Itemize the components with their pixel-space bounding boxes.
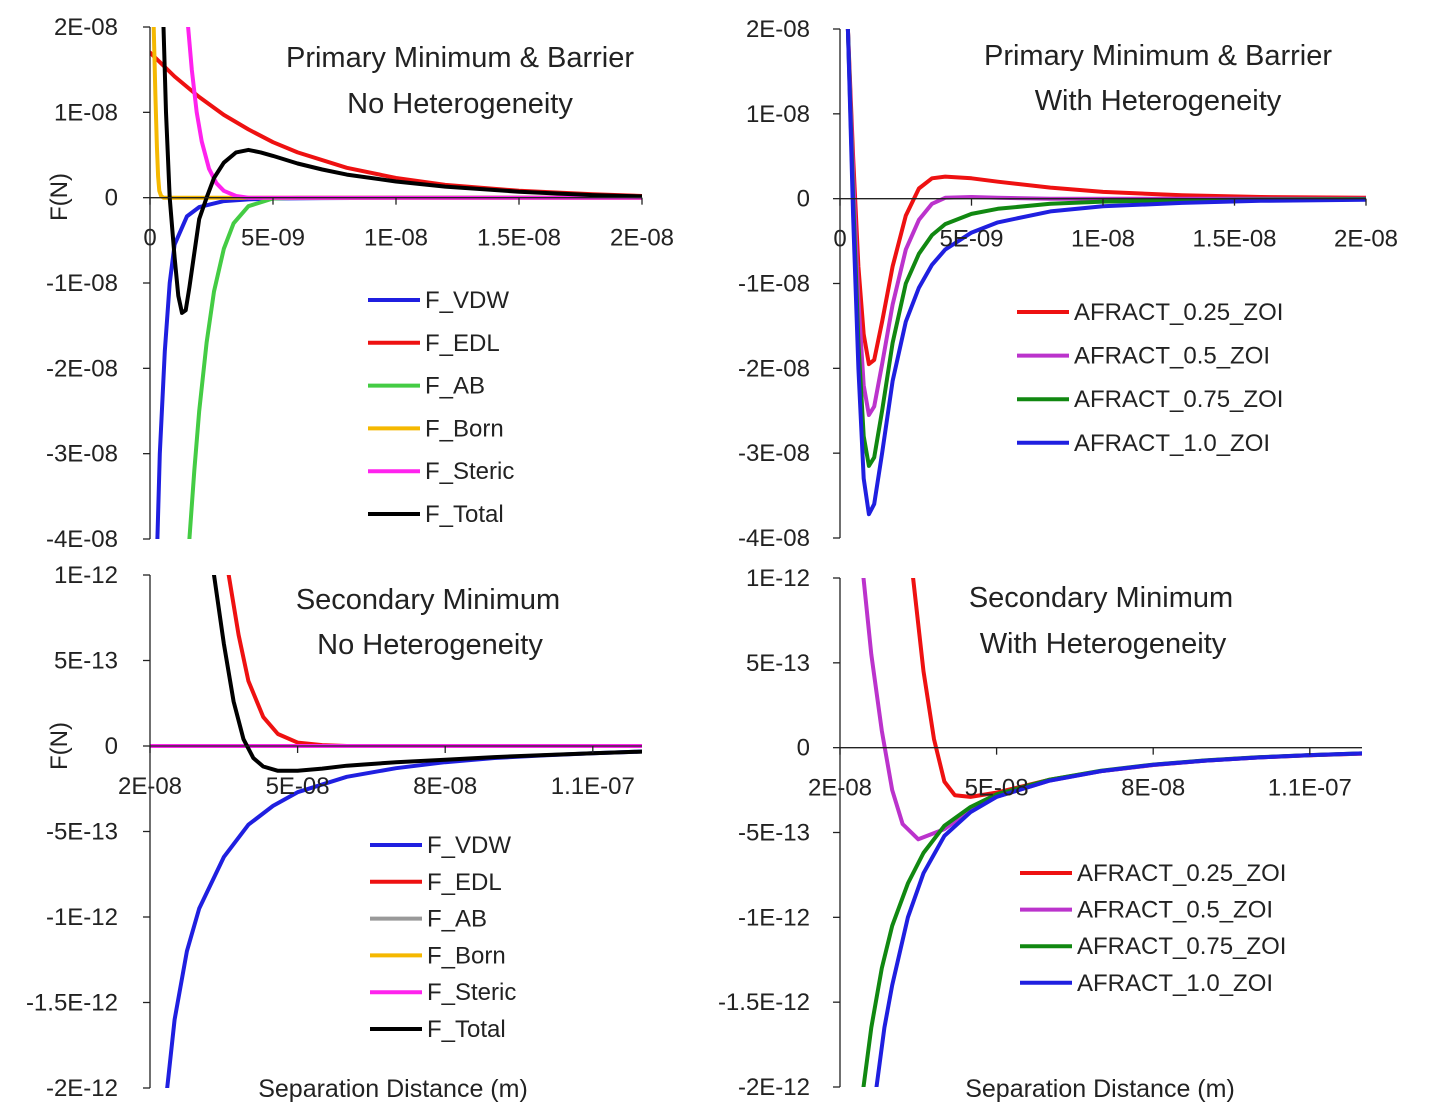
y-tick-label: -1E-08 — [46, 270, 118, 297]
y-tick-label: -1E-12 — [738, 904, 810, 931]
y-tick-label: 0 — [105, 185, 118, 212]
series-line-afract-1-0-zoi — [845, 29, 1366, 517]
y-tick-label: -4E-08 — [46, 526, 118, 553]
legend-entry: F_EDL — [425, 330, 500, 357]
panel-title: Primary Minimum & Barrier — [286, 42, 634, 74]
y-tick-label: -5E-13 — [738, 820, 810, 847]
x-tick-label: 1E-08 — [1071, 226, 1135, 253]
series-line-f-total — [212, 575, 642, 773]
legend-entry: F_Born — [425, 415, 504, 442]
panel-primary-with-heterogeneity: Primary Minimum & Barrier With Heterogen… — [738, 16, 1398, 552]
y-tick-label: -5E-13 — [46, 819, 118, 846]
x-tick-label: 0 — [833, 226, 846, 253]
x-tick-label: 1E-08 — [364, 225, 428, 252]
y-tick-label: -2E-12 — [46, 1075, 118, 1102]
legend-entry: F_Steric — [427, 979, 516, 1006]
panel-title: Secondary Minimum — [969, 582, 1233, 614]
y-tick-label: 2E-08 — [54, 14, 118, 41]
y-tick-label: 2E-08 — [746, 16, 810, 43]
panel-title: Primary Minimum & Barrier — [984, 40, 1332, 72]
legend-entry: AFRACT_0.75_ZOI — [1074, 386, 1283, 413]
legend-entry: F_AB — [425, 373, 485, 400]
legend-entry: F_Born — [427, 942, 506, 969]
x-tick-label: 8E-08 — [1121, 775, 1185, 802]
legend-entry: AFRACT_0.75_ZOI — [1077, 933, 1286, 960]
series-line-afract-1-0-zoi — [874, 751, 1362, 1087]
y-axis-label: F(N) — [46, 173, 73, 221]
x-tick-label: 5E-09 — [241, 225, 305, 252]
y-tick-label: -1.5E-12 — [718, 989, 810, 1016]
x-tick-label: 5E-08 — [965, 775, 1029, 802]
panel-subtitle: With Heterogeneity — [980, 628, 1227, 660]
x-tick-label: 5E-08 — [266, 773, 330, 800]
legend-entry: AFRACT_0.25_ZOI — [1077, 860, 1286, 887]
x-axis-label: Separation Distance (m) — [965, 1075, 1235, 1103]
y-tick-label: -2E-12 — [738, 1074, 810, 1101]
legend-entry: F_AB — [427, 906, 487, 933]
y-tick-label: -3E-08 — [738, 440, 810, 467]
x-axis-label: Separation Distance (m) — [258, 1075, 528, 1103]
panel-primary-no-heterogeneity: Primary Minimum & Barrier No Heterogenei… — [46, 14, 674, 553]
y-tick-label: 1E-12 — [746, 565, 810, 592]
x-tick-label: 2E-08 — [118, 773, 182, 800]
panel-secondary-with-heterogeneity: Secondary Minimum With Heterogeneity Sep… — [718, 565, 1362, 1103]
y-tick-label: -4E-08 — [738, 525, 810, 552]
panel-subtitle: No Heterogeneity — [347, 88, 573, 120]
series-line-f-total — [161, 27, 642, 315]
y-tick-label: 0 — [105, 733, 118, 760]
legend-entry: AFRACT_1.0_ZOI — [1074, 430, 1270, 457]
y-tick-label: -1E-08 — [738, 271, 810, 298]
x-tick-label: 8E-08 — [413, 773, 477, 800]
legend-entry: F_VDW — [427, 832, 511, 859]
x-tick-label: 1.5E-08 — [1192, 226, 1276, 253]
x-tick-label: 2E-08 — [808, 775, 872, 802]
legend: AFRACT_0.25_ZOI AFRACT_0.5_ZOI AFRACT_0.75… — [1017, 299, 1283, 457]
legend: F_VDW F_EDL F_AB F_Born F_Steric F_Total — [368, 287, 514, 528]
x-tick-label: 1.1E-07 — [1268, 775, 1352, 802]
legend-entry: AFRACT_0.5_ZOI — [1077, 897, 1273, 924]
panel-subtitle: No Heterogeneity — [317, 629, 543, 661]
y-tick-label: -1E-12 — [46, 904, 118, 931]
legend-entry: AFRACT_1.0_ZOI — [1077, 970, 1273, 997]
series-line-afract-0-25-zoi — [845, 29, 1366, 367]
y-axis-label: F(N) — [46, 722, 73, 770]
x-tick-label: 1.1E-07 — [551, 773, 635, 800]
legend-entry: AFRACT_0.25_ZOI — [1074, 299, 1283, 326]
x-tick-label: 2E-08 — [1334, 226, 1398, 253]
x-tick-label: 0 — [143, 225, 156, 252]
legend-entry: F_Total — [425, 501, 504, 528]
x-tick-label: 1.5E-08 — [477, 225, 561, 252]
legend-entry: AFRACT_0.5_ZOI — [1074, 343, 1270, 370]
y-tick-label: 1E-08 — [54, 99, 118, 126]
x-tick-label: 5E-09 — [939, 226, 1003, 253]
y-tick-label: -2E-08 — [738, 355, 810, 382]
panel-secondary-no-heterogeneity: Secondary Minimum No Heterogeneity F(N) … — [26, 562, 642, 1103]
plot-area — [861, 578, 1362, 1087]
y-tick-label: 1E-12 — [54, 562, 118, 589]
legend-entry: F_Total — [427, 1016, 506, 1043]
legend: F_VDW F_EDL F_AB F_Born F_Steric F_Total — [370, 832, 516, 1043]
y-tick-label: 0 — [797, 186, 810, 213]
panel-title: Secondary Minimum — [296, 584, 560, 616]
x-tick-label: 2E-08 — [610, 225, 674, 252]
y-tick-label: 5E-13 — [746, 650, 810, 677]
legend-entry: F_VDW — [425, 287, 509, 314]
panel-subtitle: With Heterogeneity — [1035, 85, 1282, 117]
y-tick-label: -2E-08 — [46, 355, 118, 382]
series-line-f-edl — [150, 50, 642, 198]
legend-entry: F_EDL — [427, 869, 502, 896]
y-tick-label: -3E-08 — [46, 441, 118, 468]
y-tick-label: 0 — [797, 735, 810, 762]
legend: AFRACT_0.25_ZOI AFRACT_0.5_ZOI AFRACT_0.75… — [1020, 860, 1286, 997]
y-tick-label: 1E-08 — [746, 101, 810, 128]
y-tick-label: -1.5E-12 — [26, 990, 118, 1017]
y-tick-label: 5E-13 — [54, 648, 118, 675]
legend-entry: F_Steric — [425, 458, 514, 485]
